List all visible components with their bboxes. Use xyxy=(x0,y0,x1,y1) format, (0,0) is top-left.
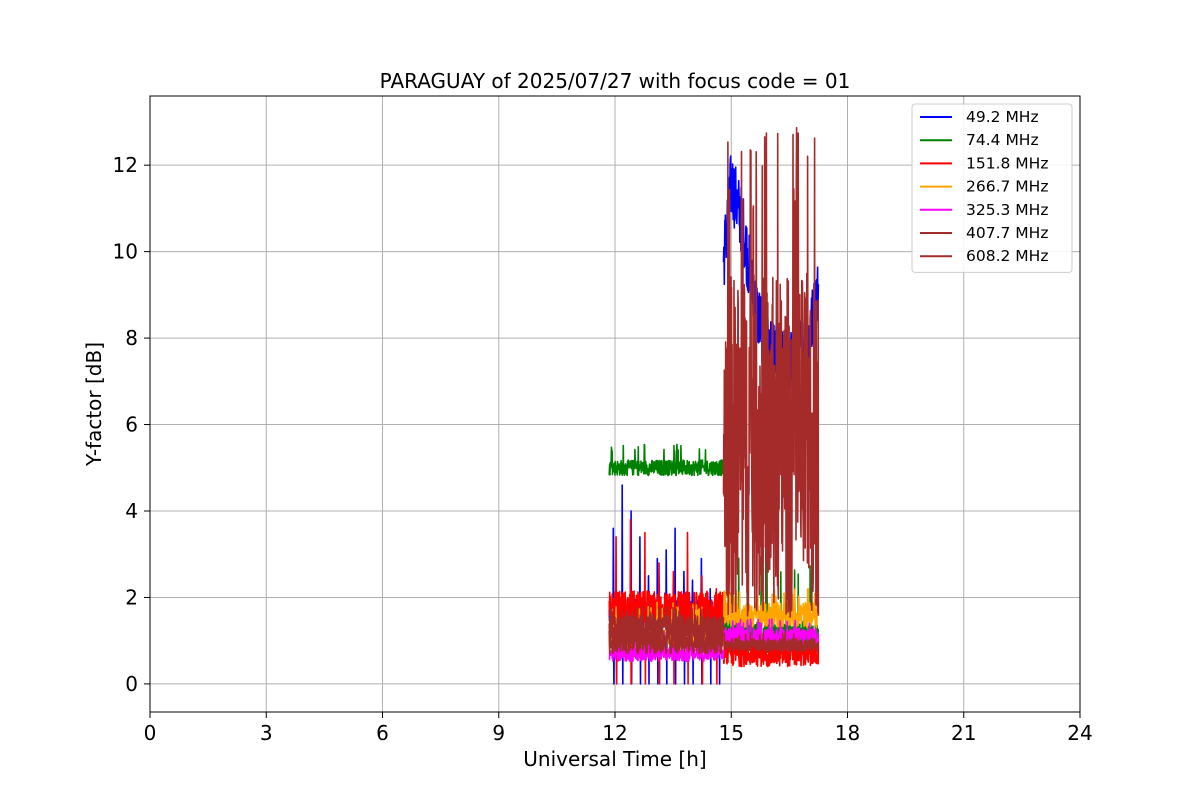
x-tick-label: 15 xyxy=(719,721,744,745)
legend-label: 407.7 MHz xyxy=(966,224,1048,242)
y-tick-label: 8 xyxy=(125,326,138,350)
y-tick-label: 12 xyxy=(113,153,138,177)
legend: 49.2 MHz 74.4 MHz 151.8 MHz 266.7 MHz 32… xyxy=(911,103,1073,273)
x-tick-label: 21 xyxy=(951,721,976,745)
series-line xyxy=(608,614,725,655)
series-line xyxy=(722,588,820,629)
legend-label: 151.8 MHz xyxy=(966,154,1048,172)
legend-box xyxy=(911,103,1073,273)
series-line xyxy=(723,631,820,653)
y-tick-label: 6 xyxy=(125,413,138,437)
x-tick-label: 24 xyxy=(1067,721,1092,745)
x-tick-label: 12 xyxy=(602,721,627,745)
x-tick-label: 0 xyxy=(144,721,157,745)
x-tick-label: 9 xyxy=(492,721,505,745)
chart-title: PARAGUAY of 2025/07/27 with focus code =… xyxy=(380,69,851,93)
y-tick-label: 0 xyxy=(125,672,138,696)
x-tick-label: 3 xyxy=(260,721,273,745)
y-tick-label: 2 xyxy=(125,585,138,609)
x-axis-label: Universal Time [h] xyxy=(523,747,706,771)
legend-label: 74.4 MHz xyxy=(966,131,1039,149)
x-tick-label: 6 xyxy=(376,721,389,745)
series-line xyxy=(608,443,725,477)
x-tick-label: 18 xyxy=(835,721,860,745)
legend-label: 608.2 MHz xyxy=(966,247,1048,265)
legend-label: 325.3 MHz xyxy=(966,201,1048,219)
series-layer xyxy=(608,126,820,685)
y-axis-label: Y-factor [dB] xyxy=(82,342,106,467)
legend-label: 266.7 MHz xyxy=(966,178,1048,196)
series-line xyxy=(722,126,820,618)
series-6 xyxy=(608,126,820,655)
y-tick-label: 4 xyxy=(125,499,138,523)
legend-label: 49.2 MHz xyxy=(966,108,1039,126)
y-tick-label: 10 xyxy=(113,240,138,264)
series-line xyxy=(608,518,725,685)
